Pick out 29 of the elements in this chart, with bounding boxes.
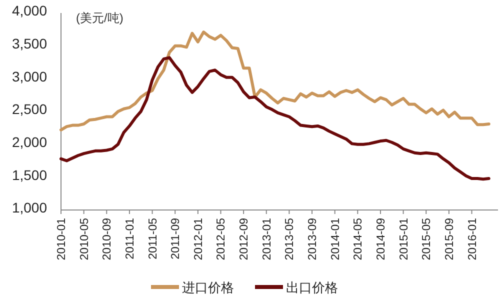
x-tick-label: 2010-05 [78, 218, 91, 260]
legend-label: 出口价格 [286, 280, 338, 295]
x-tick-label: 2010-01 [56, 218, 68, 260]
x-tick-label: 2013-01 [261, 218, 274, 260]
x-tick-label: 2016-01 [466, 218, 479, 260]
x-tick-label: 2014-05 [352, 218, 365, 260]
x-tick-label: 2012-05 [216, 218, 228, 260]
x-tick-label: 2013-05 [284, 218, 296, 260]
y-tick-label: 1,500 [12, 166, 48, 183]
y-tick-label: 2,500 [12, 101, 48, 118]
y-tick-label: 3,500 [12, 35, 48, 52]
x-tick-label: 2014-01 [330, 218, 342, 260]
x-tick-label: 2014-09 [375, 218, 388, 260]
y-tick-label: 2,000 [12, 134, 48, 150]
y-tick-label: 3,000 [12, 68, 48, 84]
x-tick-label: 2013-09 [307, 218, 320, 260]
x-tick-label: 2011-05 [147, 218, 160, 260]
x-tick-label: 2011-01 [124, 218, 136, 260]
y-tick-label: 1,000 [12, 200, 48, 216]
x-tick-label: 2012-01 [192, 218, 205, 260]
legend-label: 进口价格 [182, 280, 234, 295]
x-tick-label: 2012-09 [238, 218, 251, 260]
x-tick-label: 2015-05 [421, 218, 434, 260]
x-tick-label: 2010-09 [102, 218, 114, 260]
x-tick-label: 2011-09 [170, 218, 182, 260]
y-tick-label: 4,000 [12, 2, 48, 19]
x-tick-label: 2015-01 [398, 218, 410, 260]
y-axis-title: (美元/吨) [76, 11, 124, 25]
x-tick-label: 2015-09 [444, 218, 456, 260]
